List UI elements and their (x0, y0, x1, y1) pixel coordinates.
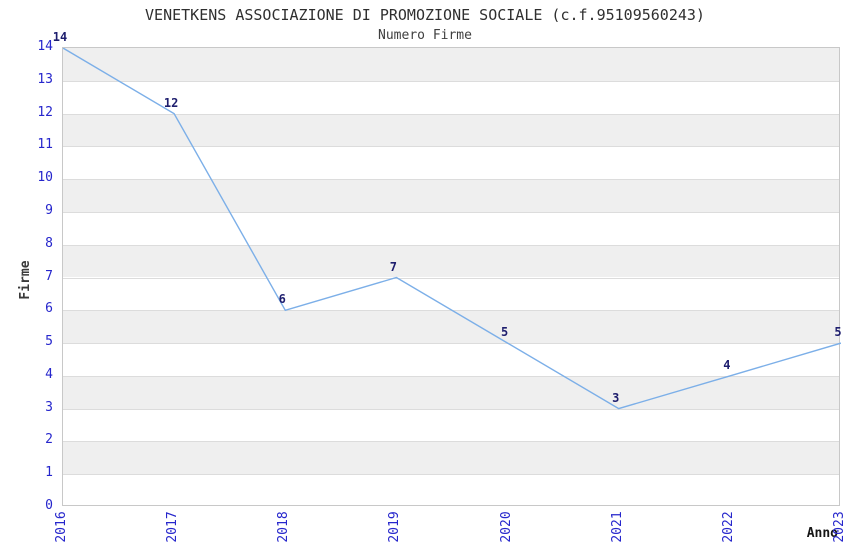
data-label: 6 (278, 292, 286, 307)
y-tick-label: 14 (37, 39, 53, 54)
x-tick-label: 2023 (832, 511, 847, 543)
y-tick-label: 6 (45, 301, 53, 317)
y-tick-label: 4 (45, 366, 53, 382)
y-tick-label: 3 (45, 399, 53, 415)
grid-line (63, 441, 839, 443)
grid-line (63, 277, 839, 279)
y-tick-label: 2 (45, 432, 53, 448)
grid-line (63, 343, 839, 345)
grid-line (63, 375, 839, 377)
data-label: 3 (612, 390, 620, 405)
grid-line (63, 474, 839, 476)
y-tick-label: 5 (45, 334, 53, 350)
grid-band (63, 113, 839, 147)
line-series (63, 48, 841, 410)
grid-line (63, 146, 839, 148)
x-tick-label: 2020 (498, 511, 514, 543)
grid-band (63, 48, 839, 81)
grid-line (63, 244, 839, 246)
grid-band (63, 179, 839, 212)
grid-band (63, 244, 839, 278)
grid-line (63, 179, 839, 181)
x-axis-title: Anno (806, 526, 838, 541)
y-tick-label: 12 (37, 104, 53, 120)
y-tick-label: 13 (37, 71, 53, 87)
grid-band (63, 441, 839, 475)
y-tick-label: 9 (45, 202, 53, 218)
x-tick-label: 2019 (387, 511, 403, 543)
y-tick-label: 10 (37, 170, 53, 186)
line-series-canvas (63, 48, 841, 410)
grid-band (63, 310, 839, 344)
y-tick-label: 8 (45, 235, 53, 251)
x-tick-label: 2017 (165, 511, 181, 543)
x-tick-label: 2018 (276, 511, 292, 543)
data-label: 14 (52, 30, 68, 44)
data-label: 5 (834, 325, 842, 340)
y-tick-label: 7 (45, 268, 53, 284)
chart-subtitle: Numero Firme (378, 28, 472, 43)
chart-title: VENETKENS ASSOCIAZIONE DI PROMOZIONE SOC… (145, 6, 705, 24)
data-label: 4 (723, 357, 731, 372)
data-label: 12 (163, 95, 179, 110)
plot-area (62, 47, 841, 506)
grid-line (63, 211, 839, 213)
grid-line (63, 310, 839, 312)
y-tick-label: 0 (45, 498, 53, 513)
grid-line (63, 408, 839, 410)
y-tick-label: 11 (37, 137, 53, 153)
grid-line (63, 80, 839, 82)
data-label: 7 (389, 259, 398, 274)
x-tick-label: 2022 (720, 511, 736, 543)
x-tick-label: 2021 (609, 511, 625, 543)
data-label: 5 (500, 325, 509, 340)
grid-line (63, 113, 839, 115)
x-tick-label: 2016 (54, 511, 69, 543)
y-tick-label: 1 (45, 465, 53, 481)
